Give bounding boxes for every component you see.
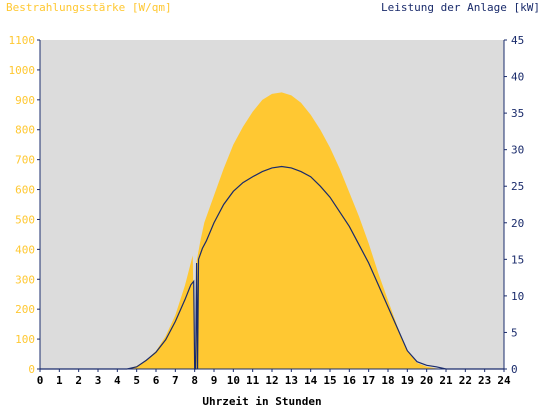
- right-axis-title: Leistung der Anlage [kW]: [381, 1, 540, 14]
- x-tick-label: 4: [114, 374, 121, 387]
- x-tick-label: 16: [343, 374, 357, 387]
- y-right-tick-label: 15: [511, 253, 524, 266]
- y-left-tick-label: 900: [15, 94, 35, 107]
- x-tick-label: 17: [362, 374, 375, 387]
- x-tick-label: 18: [381, 374, 394, 387]
- x-tick-label: 24: [497, 374, 511, 387]
- x-tick-label: 1: [56, 374, 63, 387]
- y-right-tick-label: 35: [511, 107, 524, 120]
- x-tick-label: 22: [459, 374, 472, 387]
- x-tick-label: 9: [211, 374, 218, 387]
- x-tick-label: 5: [133, 374, 140, 387]
- irradiance-area: [40, 92, 504, 369]
- y-left-tick-label: 1000: [9, 64, 36, 77]
- y-left-tick-label: 500: [15, 213, 35, 226]
- x-tick-label: 11: [246, 374, 260, 387]
- x-tick-label: 6: [153, 374, 160, 387]
- x-axis-label: Uhrzeit in Stunden: [202, 395, 321, 408]
- y-left-tick-label: 0: [28, 363, 35, 376]
- x-tick-label: 20: [420, 374, 433, 387]
- x-tick-label: 19: [401, 374, 414, 387]
- y-left-tick-label: 700: [15, 154, 35, 167]
- x-tick-label: 0: [37, 374, 44, 387]
- x-tick-label: 8: [191, 374, 198, 387]
- y-right-tick-label: 10: [511, 290, 524, 303]
- x-tick-label: 13: [285, 374, 298, 387]
- x-tick-label: 10: [227, 374, 240, 387]
- axis-ticks-layer: 0 1 2 3 4 5 6 7 8 9 10 11 12 13 14 15 16 17 18 19 20 21 22 23 24…: [9, 34, 525, 387]
- y-left-tick-label: 100: [15, 333, 35, 346]
- x-tick-label: 21: [439, 374, 453, 387]
- y-right-tick-label: 45: [511, 34, 524, 47]
- x-tick-label: 2: [75, 374, 82, 387]
- y-right-tick-label: 0: [511, 363, 518, 376]
- y-left-tick-label: 400: [15, 243, 35, 256]
- y-right-tick-label: 25: [511, 180, 524, 193]
- x-tick-label: 14: [304, 374, 318, 387]
- y-left-tick-label: 600: [15, 184, 35, 197]
- power-series-layer: [40, 165, 504, 370]
- y-left-tick-label: 300: [15, 273, 35, 286]
- y-left-tick-label: 800: [15, 124, 35, 137]
- x-tick-label: 7: [172, 374, 179, 387]
- y-right-tick-label: 40: [511, 71, 524, 84]
- y-right-tick-label: 20: [511, 217, 524, 230]
- x-tick-label: 3: [95, 374, 102, 387]
- x-tick-label: 23: [478, 374, 491, 387]
- x-tick-label: 15: [323, 374, 336, 387]
- y-right-tick-label: 30: [511, 144, 524, 157]
- irradiance-series-layer: [40, 92, 504, 369]
- y-right-tick-label: 5: [511, 326, 518, 339]
- y-left-tick-label: 200: [15, 303, 35, 316]
- power-line: [40, 165, 504, 370]
- x-tick-label: 12: [265, 374, 278, 387]
- y-left-tick-label: 1100: [9, 34, 36, 47]
- left-axis-title: Bestrahlungsstärke [W/qm]: [6, 1, 172, 14]
